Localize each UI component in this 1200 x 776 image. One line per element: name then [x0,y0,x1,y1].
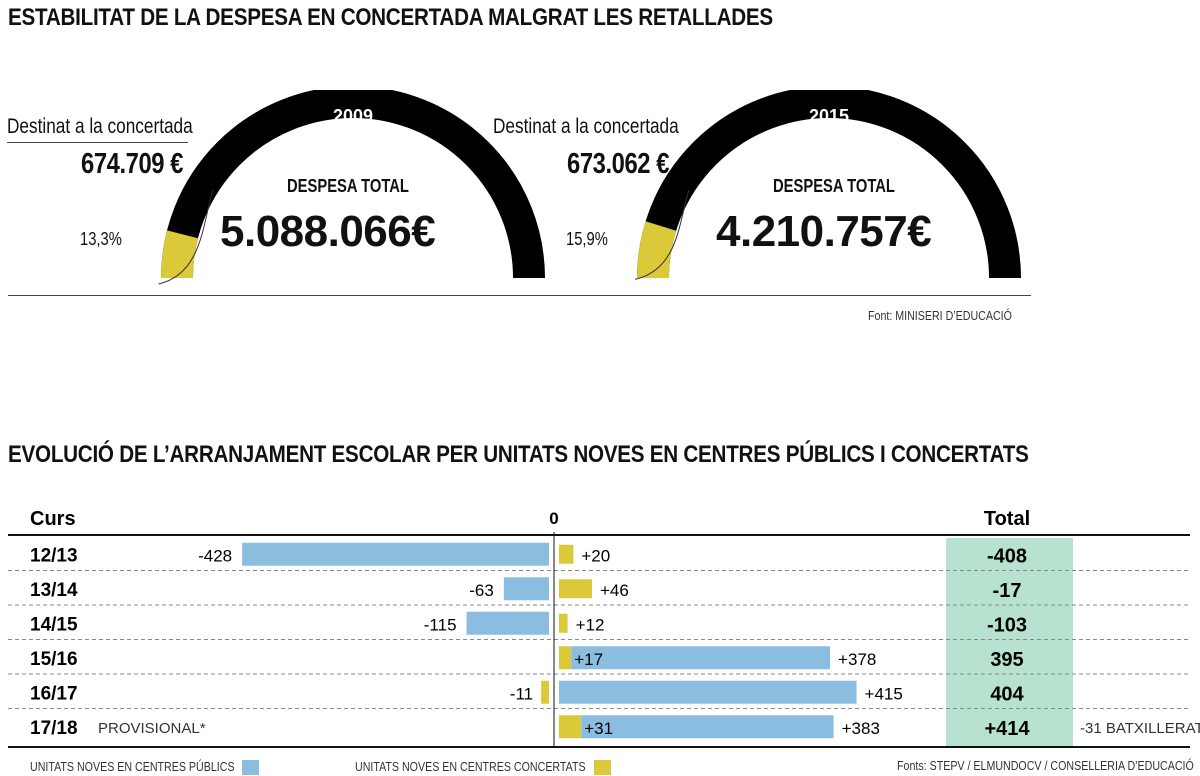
concertada-value-label: +17 [574,650,603,669]
concertada-value-label: -11 [510,684,533,703]
total-column-background [946,538,1073,747]
public-bar [581,715,834,739]
gauge-2009-concertada-segment [160,230,199,279]
gauge-2015-total-value: 4.210.757€ [716,207,932,256]
row-14-15: 14/15 -115 +12 -103 [8,604,1190,636]
legend-public: UNITATS NOVES EN CENTRES PÚBLICS [30,758,279,776]
concertada-value-label: +12 [576,615,605,634]
concertada-bar [559,613,568,633]
gauge-2015-concertada-segment [636,221,677,279]
total-note: -31 BATXILLERAT* [1080,720,1200,737]
row-label: 15/16 [30,649,78,670]
row-note: PROVISIONAL* [98,720,206,737]
row-16-17: 16/17 +415 -11 404 [8,673,1190,705]
units-bar-chart: Curs 0 Total 12/13 -428 +20 -408 13/14 -63 +46… [8,508,1200,748]
top-baseline [8,295,1031,296]
gauge-2015-total-label: DESPESA TOTAL [773,176,895,196]
gauge-2009-share: 13,3% [80,229,122,249]
row-total: 395 [990,649,1023,671]
gauge-2009-leader-line [158,189,214,285]
concertada-bar [559,715,582,739]
public-value-label: -115 [424,615,457,634]
total-header: Total [984,508,1030,530]
gauge-2009-svg: 2009 [158,90,545,285]
concertada-bar [541,680,549,704]
legend-public-label: UNITATS NOVES EN CENTRES PÚBLICS [30,759,235,774]
row-total: -17 [993,580,1022,602]
row-13-14: 13/14 -63 +46 -17 [8,570,1190,602]
public-value-label: -428 [198,546,232,565]
legend-concertada-label: UNITATS NOVES EN CENTRES CONCERTATS [355,759,586,774]
bottom-source: Fonts: STEPV / ELMUNDOCV / CONSELLERIA D… [897,758,1194,773]
row-12-13: 12/13 -428 +20 -408 [30,542,1027,567]
row-header: Curs [30,508,76,530]
public-bar [466,611,549,635]
gauge-2009-concertada-value: 674.709 € [81,148,184,180]
gauge-2009-divider [7,142,188,143]
row-label: 17/18 [30,718,78,739]
gauge-2015-year: 2015 [809,106,849,126]
bottom-chart-title: EVOLUCIÓ DE L’ARRANJAMENT ESCOLAR PER UN… [8,441,1029,468]
row-label: 12/13 [30,545,78,566]
gauge-2009-total-label: DESPESA TOTAL [287,176,409,196]
gauge-2009-destination-label: Destinat a la concertada [7,115,193,138]
gauge-2009-total-value: 5.088.066€ [220,207,436,256]
row-total: 404 [990,683,1024,705]
gauge-2015-destination-label: Destinat a la concertada [493,115,679,138]
top-source: Font: MINISERI D’EDUCACIÓ [868,308,1012,323]
public-bar [503,577,549,601]
gauge-2009-year: 2009 [333,106,373,126]
public-bar [559,680,857,704]
row-label: 16/17 [30,683,78,704]
public-bar [571,646,831,670]
public-bar [242,542,549,566]
gauge-2015-arc [637,90,1021,279]
public-value-label: +378 [838,650,876,669]
gauge-2009-arc [161,90,545,279]
row-total: +414 [984,718,1030,740]
concertada-bar [559,544,574,564]
row-15-16: 15/16 +17 +378 395 [8,639,1190,671]
public-value-label: +415 [865,684,903,703]
top-chart-title: ESTABILITAT DE LA DESPESA EN CONCERTADA … [8,4,773,31]
zero-label: 0 [549,509,558,528]
concertada-value-label: +20 [581,546,610,565]
legend-concertada: UNITATS NOVES EN CENTRES CONCERTATS [355,758,636,776]
gauge-2015-svg: 2015 [635,90,1021,280]
row-17-18: 17/18 PROVISIONAL* +31 +383 +414 -31 BATXILLE… [8,708,1200,740]
row-total: -103 [987,614,1027,636]
gauge-2015-share: 15,9% [566,229,608,249]
gauge-2015-concertada-value: 673.062 € [567,148,670,180]
public-value-label: -63 [469,581,494,600]
legend-concertada-swatch [594,760,611,775]
row-total: -408 [987,545,1027,567]
gauge-2015-leader-line [635,189,690,280]
concertada-value-label: +46 [600,581,629,600]
concertada-value-label: +31 [584,719,613,738]
row-label: 13/14 [30,580,78,601]
row-label: 14/15 [30,614,78,635]
concertada-bar [559,646,572,670]
concertada-bar [559,579,592,599]
public-value-label: +383 [842,719,880,738]
legend-public-swatch [242,760,259,775]
